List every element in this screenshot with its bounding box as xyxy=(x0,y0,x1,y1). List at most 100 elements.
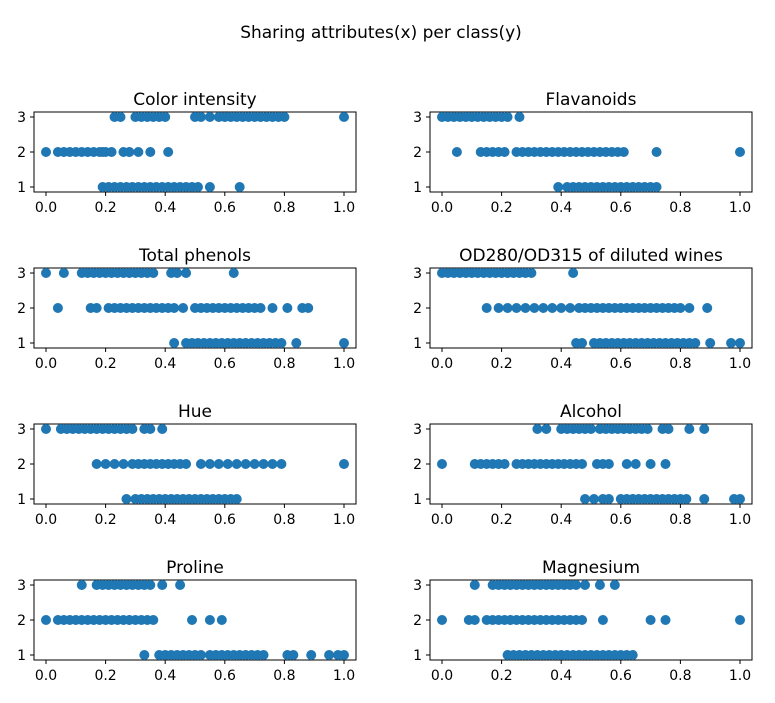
x-tick-label: 0.6 xyxy=(610,356,632,372)
data-point-class-3 xyxy=(279,112,290,122)
data-point-class-2 xyxy=(181,459,192,469)
data-point-class-2 xyxy=(303,303,314,313)
x-tick-label: 0.6 xyxy=(214,668,236,684)
data-point-class-1 xyxy=(195,650,206,660)
x-tick-label: 0.0 xyxy=(431,200,453,216)
data-point-class-1 xyxy=(588,494,599,504)
data-point-class-3 xyxy=(148,268,159,278)
data-point-class-2 xyxy=(41,615,51,625)
x-tick-label: 0.2 xyxy=(490,200,512,216)
subplot-4: OD280/OD315 of diluted wines 0.0 0.2 0.4 0.6… xyxy=(413,246,753,372)
data-point-class-2 xyxy=(660,615,671,625)
data-point-class-2 xyxy=(437,615,447,625)
data-point-class-2 xyxy=(240,459,251,469)
data-point-class-3 xyxy=(228,268,239,278)
y-tick-label: 1 xyxy=(17,180,26,196)
data-point-class-2 xyxy=(41,147,51,157)
data-point-class-1 xyxy=(324,650,335,660)
data-point-class-2 xyxy=(577,615,588,625)
x-tick-label: 0.6 xyxy=(214,200,236,216)
data-point-class-2 xyxy=(529,303,540,313)
y-tick-label: 1 xyxy=(17,336,26,352)
y-tick-label: 2 xyxy=(17,301,26,317)
x-tick-label: 0.6 xyxy=(214,512,236,528)
y-tick-label: 3 xyxy=(413,578,422,594)
data-point-class-3 xyxy=(181,268,192,278)
y-tick-label: 2 xyxy=(17,145,26,161)
subplot-8: Magnesium 0.0 0.2 0.4 0.6 0.8 1.0 1 2 3 xyxy=(413,558,753,684)
y-tick-label: 1 xyxy=(17,648,26,664)
data-point-class-1 xyxy=(553,182,564,192)
y-tick-label: 3 xyxy=(17,422,26,438)
x-tick-label: 0.8 xyxy=(669,356,691,372)
x-tick-label: 0.2 xyxy=(490,356,512,372)
data-point-class-3 xyxy=(195,112,206,122)
data-point-class-2 xyxy=(258,459,269,469)
y-tick-label: 1 xyxy=(17,492,26,508)
subplot-title: OD280/OD315 of diluted wines xyxy=(459,246,723,266)
data-point-class-2 xyxy=(645,615,656,625)
x-tick-label: 0.6 xyxy=(610,512,632,528)
x-tick-label: 0.2 xyxy=(94,200,116,216)
data-point-class-2 xyxy=(213,459,224,469)
x-tick-label: 0.4 xyxy=(550,200,572,216)
data-point-class-2 xyxy=(437,459,447,469)
x-tick-label: 0.8 xyxy=(273,200,295,216)
data-point-class-3 xyxy=(204,112,215,122)
data-point-class-1 xyxy=(231,494,242,504)
x-tick-label: 0.4 xyxy=(154,200,176,216)
data-point-class-2 xyxy=(133,147,144,157)
x-tick-label: 0.0 xyxy=(431,512,453,528)
y-tick-label: 3 xyxy=(413,266,422,282)
x-tick-label: 0.0 xyxy=(35,668,57,684)
data-point-class-2 xyxy=(204,615,215,625)
data-point-class-2 xyxy=(511,303,522,313)
y-tick-label: 2 xyxy=(413,301,422,317)
data-point-class-2 xyxy=(565,303,576,313)
x-tick-label: 1.0 xyxy=(333,356,355,372)
data-point-class-2 xyxy=(106,147,117,157)
data-point-class-1 xyxy=(681,494,692,504)
figure-title: Sharing attributes(x) per class(y) xyxy=(240,23,522,43)
subplot-title: Magnesium xyxy=(542,558,640,578)
y-tick-label: 1 xyxy=(413,336,422,352)
x-tick-label: 1.0 xyxy=(333,512,355,528)
data-point-class-2 xyxy=(499,147,510,157)
x-tick-label: 0.8 xyxy=(273,356,295,372)
data-point-class-3 xyxy=(339,112,349,122)
data-point-class-1 xyxy=(726,338,737,348)
data-point-class-3 xyxy=(76,580,87,590)
x-tick-label: 1.0 xyxy=(333,200,355,216)
y-tick-label: 3 xyxy=(413,110,422,126)
y-tick-label: 3 xyxy=(17,266,26,282)
data-point-class-3 xyxy=(699,424,710,434)
data-point-class-3 xyxy=(115,112,126,122)
x-tick-label: 0.4 xyxy=(154,512,176,528)
x-tick-label: 0.2 xyxy=(94,356,116,372)
data-point-class-2 xyxy=(547,303,558,313)
x-tick-label: 0.8 xyxy=(669,200,691,216)
x-tick-label: 0.2 xyxy=(490,668,512,684)
x-tick-label: 0.0 xyxy=(35,512,57,528)
x-tick-label: 0.0 xyxy=(431,668,453,684)
x-tick-label: 1.0 xyxy=(729,200,751,216)
y-tick-label: 2 xyxy=(413,457,422,473)
y-tick-label: 2 xyxy=(17,613,26,629)
data-point-class-2 xyxy=(109,459,120,469)
data-point-class-2 xyxy=(684,303,695,313)
subplot-title: Color intensity xyxy=(133,90,257,110)
data-point-class-2 xyxy=(630,459,641,469)
data-point-class-3 xyxy=(157,424,168,434)
data-point-class-1 xyxy=(339,338,349,348)
data-point-class-2 xyxy=(493,303,504,313)
data-point-class-3 xyxy=(175,580,186,590)
data-point-class-2 xyxy=(52,303,63,313)
subplot-title: Proline xyxy=(166,558,224,578)
data-point-class-3 xyxy=(514,112,525,122)
data-point-class-1 xyxy=(699,494,710,504)
data-point-class-2 xyxy=(169,303,180,313)
data-point-class-2 xyxy=(645,459,656,469)
data-point-class-2 xyxy=(255,303,266,313)
x-tick-label: 0.0 xyxy=(35,356,57,372)
